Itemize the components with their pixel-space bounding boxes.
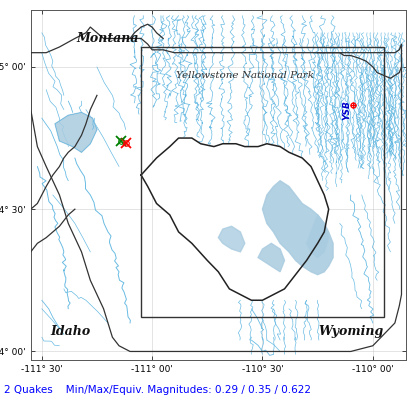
Polygon shape <box>218 226 244 252</box>
Polygon shape <box>306 215 328 258</box>
Polygon shape <box>55 112 97 152</box>
Text: Wyoming: Wyoming <box>317 325 382 338</box>
Text: Yellowstone National Park: Yellowstone National Park <box>175 71 313 80</box>
Text: Idaho: Idaho <box>50 325 90 338</box>
Polygon shape <box>257 243 284 272</box>
Polygon shape <box>262 181 332 275</box>
Text: Montana: Montana <box>76 32 139 45</box>
Text: YSB: YSB <box>342 100 351 120</box>
Bar <box>141 47 383 317</box>
Text: 2 Quakes    Min/Max/Equiv. Magnitudes: 0.29 / 0.35 / 0.622: 2 Quakes Min/Max/Equiv. Magnitudes: 0.29… <box>4 385 310 395</box>
Polygon shape <box>141 138 328 300</box>
